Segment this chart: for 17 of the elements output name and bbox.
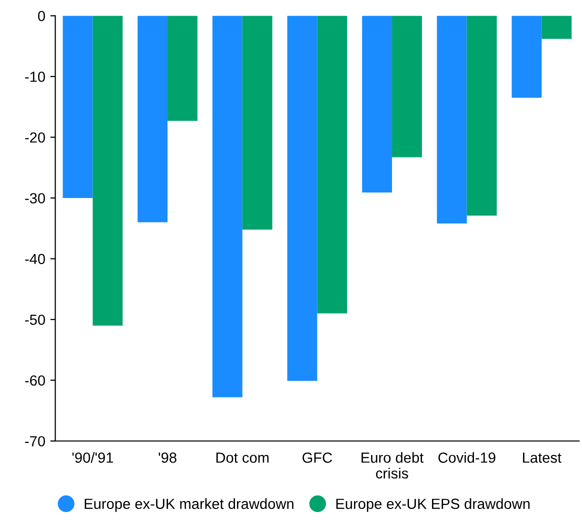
y-tick-label: -30: [25, 193, 45, 204]
x-tick-label: '90/'91: [72, 452, 114, 463]
x-tick-label: GFC: [302, 452, 332, 463]
y-tick-label: -20: [25, 132, 45, 143]
x-tick-label: Latest: [523, 452, 562, 463]
x-tick-label: '98: [158, 452, 176, 463]
y-tick-label: -10: [25, 72, 45, 82]
y-tick-label: -40: [25, 254, 45, 264]
y-tick-label: 0: [38, 10, 45, 22]
legend-label: Europe ex-UK market drawdown: [84, 498, 294, 512]
x-tick-label: Covid-19: [438, 452, 496, 463]
y-tick-label: -60: [25, 375, 45, 386]
legend-label: Europe ex-UK EPS drawdown: [336, 498, 530, 512]
x-tick-label: Euro debt crisis: [362, 452, 424, 479]
x-tick-label: Dot com: [216, 452, 269, 463]
y-tick-label: -70: [25, 436, 45, 446]
y-tick-label: -50: [25, 314, 45, 325]
